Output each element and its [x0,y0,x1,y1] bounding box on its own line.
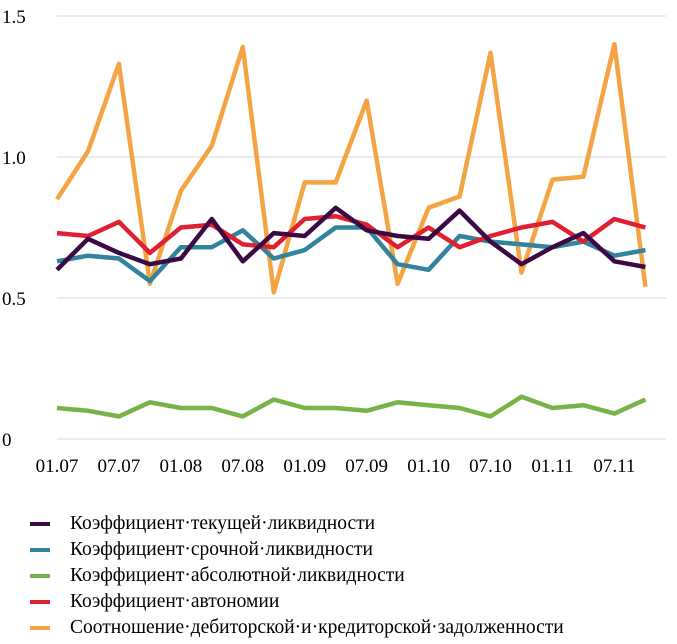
y-tick-label: 0 [2,430,12,451]
legend-swatch [30,522,50,526]
legend-swatch [30,626,50,630]
series-line-0 [55,205,646,272]
line-chart: 0 0.5 1.0 1.5 01.07 07.07 01.08 07.08 01.09 07.0… [2,7,666,477]
legend-item: Коэффициент·автономии [30,589,564,615]
series-line-2 [56,394,647,419]
y-tick-label: 0.5 [2,289,26,310]
x-tick-label: 01.11 [531,456,573,477]
x-tick-label: 01.09 [283,456,326,477]
x-tick-label: 01.10 [407,456,450,477]
series-lines [55,41,648,419]
legend-label: Соотношение·дебиторской·и·кредиторской·з… [70,617,564,638]
legend-label: Коэффициент·абсолютной·ликвидности [70,565,405,586]
gridlines [57,15,666,440]
x-tick-label: 07.08 [221,456,264,477]
x-axis-tick-labels: 01.07 07.07 01.08 07.08 01.09 07.09 01.10 07.10… [36,456,636,477]
x-tick-label: 07.10 [469,456,512,477]
legend-label: Коэффициент·автономии [70,591,280,612]
series-line-1 [56,225,646,284]
x-tick-label: 07.09 [345,456,388,477]
legend-item: Коэффициент·срочной·ликвидности [30,537,564,563]
x-tick-label: 07.11 [593,456,635,477]
y-tick-label: 1.0 [2,148,26,169]
x-tick-label: 01.08 [159,456,202,477]
x-tick-label: 01.07 [36,456,79,477]
legend-swatch [30,574,50,578]
legend: Коэффициент·текущей·ликвидности Коэффицие… [30,511,564,641]
legend-swatch [30,548,50,552]
y-axis-tick-labels: 0 0.5 1.0 1.5 [2,7,26,451]
y-tick-label: 1.5 [2,7,26,28]
legend-item: Коэффициент·абсолютной·ликвидности [30,563,564,589]
x-tick-label: 07.07 [98,456,141,477]
series-line-4 [55,41,648,295]
legend-label: Коэффициент·срочной·ликвидности [70,539,373,560]
legend-label: Коэффициент·текущей·ликвидности [70,513,376,534]
legend-swatch [30,600,50,604]
legend-item: Соотношение·дебиторской·и·кредиторской·з… [30,615,564,641]
legend-item: Коэффициент·текущей·ликвидности [30,511,564,537]
